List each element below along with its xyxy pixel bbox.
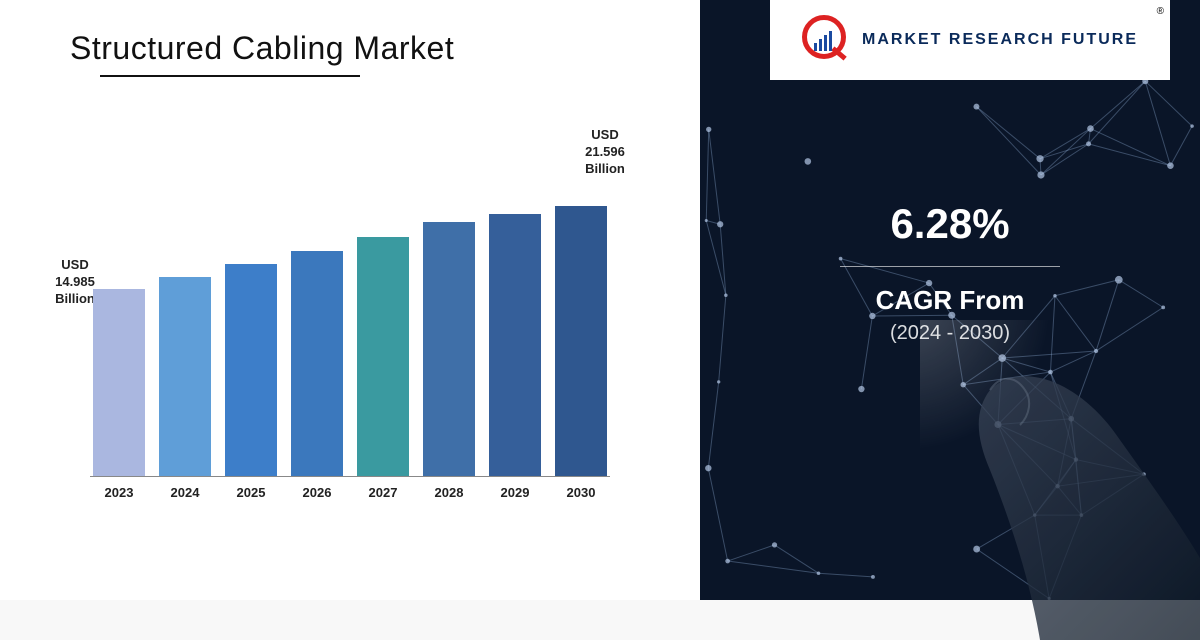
right-panel: MARKET RESEARCH FUTURE ® 6.28% CAGR From… (700, 0, 1200, 600)
bar-category-label: 2023 (90, 485, 148, 500)
bar-group: 2025 (222, 264, 280, 476)
bar (357, 237, 409, 476)
bar-group: 2029 (486, 214, 544, 477)
bars-container: 20232024202520262027202820292030 (90, 177, 610, 477)
cagr-divider (840, 266, 1060, 267)
cagr-label: CAGR From (700, 285, 1200, 316)
logo-text: MARKET RESEARCH FUTURE (862, 31, 1138, 49)
bar-group: 2024 (156, 277, 214, 476)
bar-category-label: 2024 (156, 485, 214, 500)
logo-box: MARKET RESEARCH FUTURE ® (770, 0, 1170, 80)
bar-category-label: 2030 (552, 485, 610, 500)
bar-group: 2023 (90, 289, 148, 476)
bar-group: 2026 (288, 251, 346, 476)
hand-illustration (920, 320, 1200, 640)
bar-group: 2027 (354, 237, 412, 476)
bar-group: 2028 (420, 222, 478, 476)
bar-category-label: 2025 (222, 485, 280, 500)
bar-category-label: 2026 (288, 485, 346, 500)
bar-category-label: 2028 (420, 485, 478, 500)
bar (93, 289, 145, 476)
end-value-tag: USD 21.596 Billion (570, 127, 640, 178)
bar (489, 214, 541, 477)
tag-line: USD (570, 127, 640, 144)
logo-bars-icon (814, 31, 832, 51)
bar-chart: USD 14.985 Billion USD 21.596 Billion 20… (70, 137, 630, 517)
page-title: Structured Cabling Market (70, 30, 660, 67)
bar (555, 206, 607, 476)
bar (225, 264, 277, 476)
cagr-percent: 6.28% (700, 200, 1200, 248)
bar-category-label: 2027 (354, 485, 412, 500)
left-panel: Structured Cabling Market USD 14.985 Bil… (0, 0, 700, 600)
bar-group: 2030 (552, 206, 610, 476)
bar-category-label: 2029 (486, 485, 544, 500)
bar (159, 277, 211, 476)
bar (291, 251, 343, 476)
tag-line: 21.596 (570, 144, 640, 161)
tag-line: Billion (570, 161, 640, 178)
registered-mark: ® (1157, 6, 1164, 17)
logo-icon (802, 15, 852, 65)
bar (423, 222, 475, 476)
title-underline (100, 75, 360, 77)
